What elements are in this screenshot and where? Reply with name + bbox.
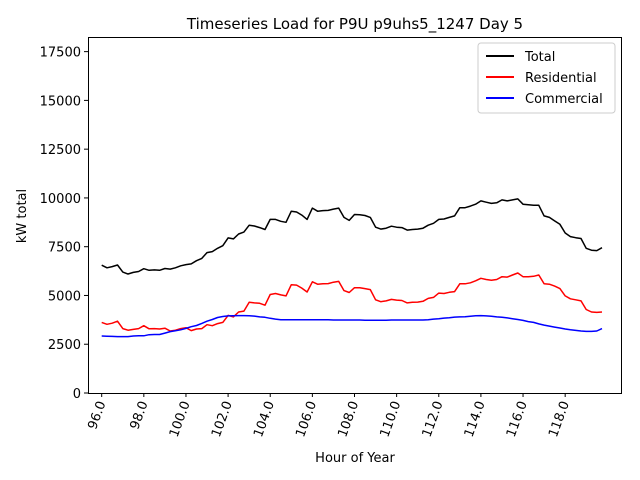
chart-title: Timeseries Load for P9U p9uhs5_1247 Day … bbox=[186, 15, 523, 34]
y-tick-label: 15000 bbox=[40, 94, 81, 109]
legend-label-residential: Residential bbox=[525, 71, 597, 86]
series-line-total bbox=[101, 198, 603, 275]
y-tick-label: 2500 bbox=[48, 338, 81, 353]
series-lines bbox=[101, 198, 603, 338]
y-tick-label: 5000 bbox=[48, 289, 81, 304]
y-tick-label: 12500 bbox=[40, 143, 81, 158]
legend: Total Residential Commercial bbox=[477, 42, 616, 114]
y-tick-label: 10000 bbox=[40, 192, 81, 207]
y-axis-ticks: 0 2500 5000 7500 10000 12500 15000 17500 bbox=[40, 46, 88, 402]
legend-box bbox=[477, 42, 616, 114]
series-line-residential bbox=[101, 272, 603, 332]
y-tick-label: 0 bbox=[73, 387, 81, 402]
y-tick-label: 7500 bbox=[48, 241, 81, 256]
y-axis-label: kW total bbox=[15, 189, 30, 243]
y-tick-label: 17500 bbox=[40, 46, 81, 61]
x-axis-label: Hour of Year bbox=[315, 451, 395, 466]
series-line-commercial bbox=[101, 314, 603, 338]
legend-label-commercial: Commercial bbox=[525, 92, 603, 107]
plot-frame bbox=[88, 37, 622, 394]
legend-label-total: Total bbox=[524, 50, 555, 65]
